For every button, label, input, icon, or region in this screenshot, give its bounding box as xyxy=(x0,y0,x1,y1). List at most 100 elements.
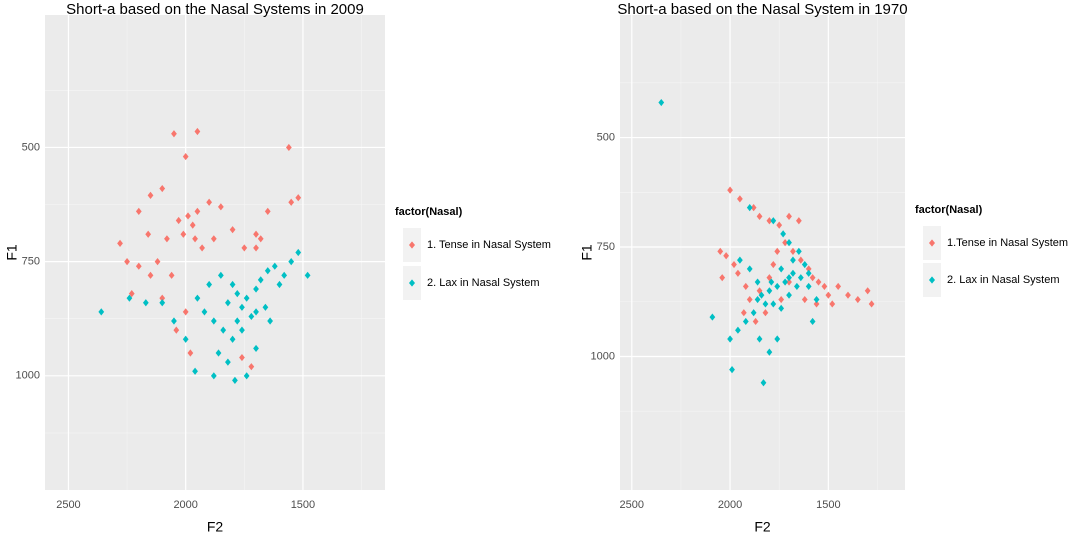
point xyxy=(239,303,245,311)
point xyxy=(154,258,161,266)
point xyxy=(805,282,812,291)
point xyxy=(782,239,788,247)
legend-label: 2. Lax in Nasal System xyxy=(427,277,540,289)
point xyxy=(192,367,198,375)
point xyxy=(253,344,259,353)
point xyxy=(835,282,842,291)
point xyxy=(180,230,187,238)
point xyxy=(815,278,822,286)
point xyxy=(774,247,781,256)
x-tick-label: 1500 xyxy=(291,499,315,511)
point xyxy=(719,274,726,282)
point xyxy=(782,278,788,286)
point xyxy=(801,260,808,269)
panel xyxy=(620,15,905,490)
point xyxy=(128,290,135,298)
point xyxy=(735,269,741,277)
x-axis-label: F2 xyxy=(207,519,224,535)
point xyxy=(248,312,255,321)
point xyxy=(229,226,236,234)
x-tick-label: 2500 xyxy=(56,499,80,511)
point xyxy=(171,317,177,325)
point xyxy=(234,317,241,325)
point xyxy=(794,282,800,291)
point xyxy=(241,244,248,252)
point xyxy=(766,348,773,356)
point xyxy=(288,198,295,206)
point xyxy=(220,326,227,334)
point xyxy=(756,212,763,220)
point xyxy=(168,271,175,279)
point xyxy=(215,349,222,357)
point xyxy=(754,278,761,286)
y-tick-label: 1000 xyxy=(591,350,615,362)
legend-title: factor(Nasal) xyxy=(915,204,983,216)
point xyxy=(147,271,154,279)
point xyxy=(766,287,773,295)
point xyxy=(762,300,769,308)
point xyxy=(173,326,180,334)
x-axis-label: F2 xyxy=(754,519,771,535)
point xyxy=(304,271,311,279)
point xyxy=(786,278,792,286)
point xyxy=(229,335,236,343)
legend-label: 2. Lax in Nasal System xyxy=(947,274,1060,286)
legend-symbol xyxy=(409,279,415,287)
point xyxy=(124,258,130,266)
point xyxy=(774,282,781,291)
chart-title: Short-a based on the Nasal Systems in 20… xyxy=(66,1,364,18)
point xyxy=(171,130,177,138)
point xyxy=(194,207,201,215)
point xyxy=(147,191,154,200)
point xyxy=(786,274,792,282)
point xyxy=(243,372,250,380)
x-tick-label: 1500 xyxy=(816,499,840,511)
point xyxy=(742,282,749,291)
point xyxy=(797,256,804,264)
point xyxy=(285,143,292,152)
point xyxy=(774,335,781,343)
point xyxy=(752,317,759,326)
point xyxy=(742,317,749,326)
point xyxy=(288,258,295,266)
point xyxy=(225,299,231,307)
point xyxy=(281,271,288,279)
point xyxy=(778,265,785,273)
point xyxy=(778,304,785,312)
point xyxy=(805,269,812,277)
point xyxy=(729,366,735,374)
point xyxy=(206,198,213,206)
point xyxy=(758,291,765,299)
point xyxy=(727,335,733,343)
point xyxy=(795,247,802,256)
point xyxy=(210,235,217,243)
point xyxy=(750,204,757,212)
point xyxy=(253,244,259,252)
point xyxy=(225,358,231,366)
point xyxy=(194,294,201,302)
point xyxy=(770,260,777,269)
y-axis-label: F1 xyxy=(4,244,20,261)
point xyxy=(786,212,792,220)
point xyxy=(253,230,259,238)
legend-symbol xyxy=(929,239,935,247)
point xyxy=(295,248,302,257)
point xyxy=(234,290,241,298)
point xyxy=(770,217,777,225)
point xyxy=(780,230,787,238)
point xyxy=(187,349,194,357)
point xyxy=(257,276,264,284)
point xyxy=(117,239,123,247)
point xyxy=(145,230,152,238)
point xyxy=(264,207,271,215)
point xyxy=(264,267,271,275)
point xyxy=(864,287,871,295)
point xyxy=(809,274,816,282)
y-tick-label: 750 xyxy=(22,256,40,268)
point xyxy=(159,184,166,193)
point xyxy=(257,235,264,243)
legend-symbol xyxy=(929,276,935,284)
point xyxy=(760,379,767,387)
point xyxy=(192,235,198,243)
chart-title: Short-a based on the Nasal System in 197… xyxy=(617,1,907,18)
